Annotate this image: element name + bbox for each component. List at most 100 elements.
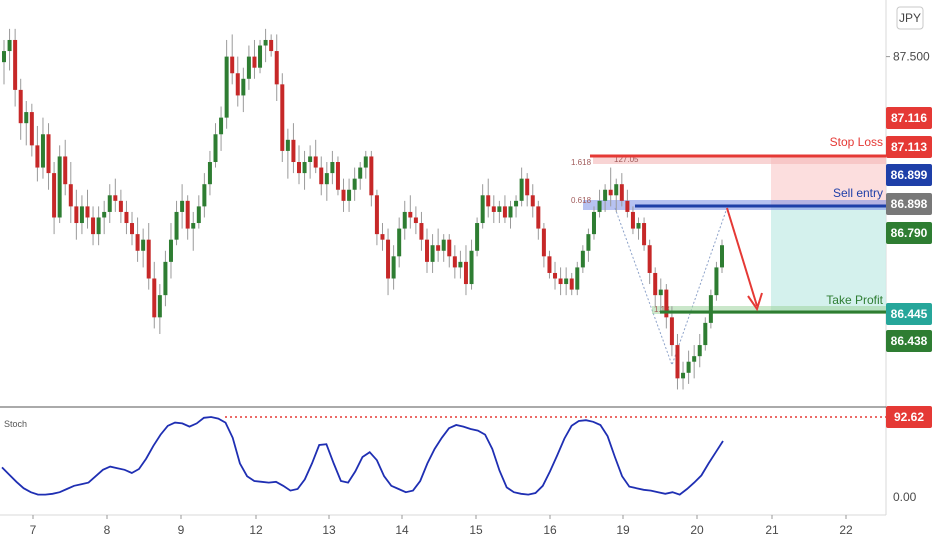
time-tick-label: 15 xyxy=(469,523,483,537)
price-tag[interactable] xyxy=(886,136,932,158)
candle-body xyxy=(63,156,68,185)
stoch-tag[interactable] xyxy=(886,406,932,428)
candle-body xyxy=(458,261,463,268)
candle-body xyxy=(285,139,290,151)
price-tag-label: 86.438 xyxy=(891,334,928,348)
time-tick-label: 20 xyxy=(690,523,704,537)
candle-body xyxy=(57,156,62,218)
candle-body xyxy=(591,211,596,235)
candle-body xyxy=(686,361,691,373)
candle-body xyxy=(308,156,313,163)
candle-body xyxy=(74,206,79,224)
candle-body xyxy=(569,278,574,290)
candle-body xyxy=(213,134,218,163)
candle-body xyxy=(681,372,686,379)
projection-arrowhead xyxy=(747,292,763,312)
target-zone xyxy=(771,206,886,312)
candle-body xyxy=(163,261,168,296)
price-tags[interactable]: 87.116 87.113 86.899 86.898 86.790 86.445 86.4… xyxy=(886,107,932,428)
candle-body xyxy=(219,117,224,135)
candle-body xyxy=(541,228,546,257)
candle-body xyxy=(263,39,268,46)
candle-body xyxy=(46,134,51,174)
candle-body xyxy=(185,200,190,229)
candle-body xyxy=(391,256,396,279)
candle-body xyxy=(380,234,385,240)
candle-body xyxy=(269,39,274,52)
price-tag[interactable] xyxy=(886,107,932,129)
candle-body xyxy=(475,223,480,251)
stoch-line xyxy=(1,416,724,496)
candle-body xyxy=(436,245,441,251)
candle-body xyxy=(313,156,318,168)
candle-body xyxy=(558,278,563,285)
candles-group xyxy=(2,28,724,390)
candle-body xyxy=(586,234,591,251)
candle-body xyxy=(202,184,207,207)
candle-body xyxy=(146,239,151,279)
candle-body xyxy=(230,56,235,74)
candle-body xyxy=(191,223,196,229)
candle-body xyxy=(508,206,513,218)
candle-body xyxy=(96,217,101,235)
candle-body xyxy=(40,134,45,168)
candle-body xyxy=(335,162,340,190)
price-tag-label: 87.116 xyxy=(891,111,927,125)
candle-body xyxy=(525,178,530,196)
candle-body xyxy=(625,200,630,212)
candle-body xyxy=(124,211,129,224)
price-tag-label: 86.445 xyxy=(891,307,928,321)
candle-body xyxy=(642,223,647,246)
candle-body xyxy=(675,345,680,379)
price-tag[interactable] xyxy=(886,303,932,325)
candle-body xyxy=(85,206,90,218)
candle-body xyxy=(469,250,474,285)
candle-body xyxy=(697,345,702,357)
time-ticks: 7 8 9 12 13 14 15 16 19 20 21 22 xyxy=(30,515,853,537)
currency-badge[interactable]: JPY xyxy=(899,11,921,25)
candle-body xyxy=(425,239,430,262)
candle-body xyxy=(452,256,457,268)
candle-body xyxy=(619,184,624,201)
candle-body xyxy=(692,356,697,362)
candle-body xyxy=(152,278,157,318)
candle-body xyxy=(530,195,535,207)
candle-body xyxy=(157,295,162,318)
candle-body xyxy=(196,206,201,224)
candle-body xyxy=(68,184,73,207)
take-profit-label: Take Profit xyxy=(826,293,883,307)
candle-body xyxy=(79,206,84,224)
candle-body xyxy=(347,189,352,201)
candle-body xyxy=(180,200,185,212)
price-tag[interactable] xyxy=(886,193,932,215)
price-tag[interactable] xyxy=(886,222,932,244)
price-tag-label: 87.113 xyxy=(891,140,927,154)
candle-body xyxy=(319,167,324,185)
candle-body xyxy=(341,189,346,201)
candle-body xyxy=(630,211,635,229)
price-tag[interactable] xyxy=(886,330,932,352)
time-tick-label: 13 xyxy=(322,523,336,537)
candle-body xyxy=(647,245,652,273)
candle-body xyxy=(703,322,708,346)
candle-body xyxy=(597,200,602,212)
indicator-label: Stoch xyxy=(4,419,27,429)
candle-body xyxy=(413,217,418,224)
sell-entry-label: Sell entry xyxy=(833,186,883,200)
candle-body xyxy=(252,56,257,68)
time-tick-label: 22 xyxy=(839,523,853,537)
candle-body xyxy=(29,112,34,146)
candle-body xyxy=(720,245,724,268)
candle-body xyxy=(24,112,29,124)
candle-body xyxy=(135,234,140,251)
time-tick-label: 14 xyxy=(395,523,409,537)
candle-body xyxy=(324,173,329,185)
candle-body xyxy=(547,256,552,273)
candle-body xyxy=(553,272,558,279)
candle-body xyxy=(7,39,12,52)
candle-body xyxy=(363,156,368,168)
currency-badge-box[interactable] xyxy=(896,6,924,30)
price-tag[interactable] xyxy=(886,164,932,186)
candle-body xyxy=(291,139,296,163)
